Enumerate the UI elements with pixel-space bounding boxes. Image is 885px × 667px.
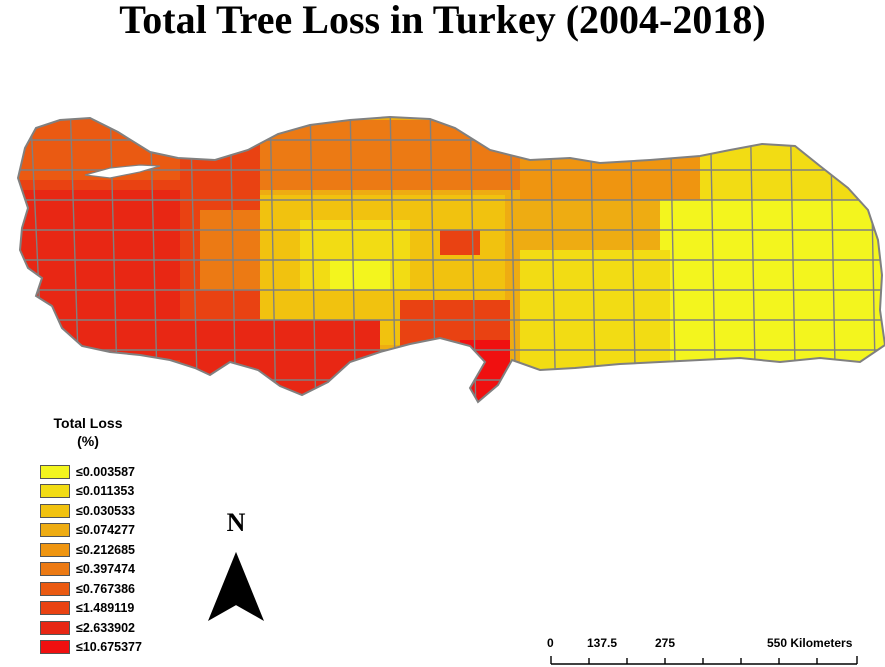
map-title: Total Tree Loss in Turkey (2004-2018) [119,0,766,42]
legend-title-line1: Total Loss [53,415,123,431]
country-outline [16,115,885,404]
legend-item: ≤2.633902 [40,618,142,638]
legend-item: ≤0.212685 [40,540,142,560]
legend-swatch [40,601,70,616]
legend-items: ≤0.003587 ≤0.011353 ≤0.030533 ≤0.074277 ≤0.2… [40,462,142,657]
legend-item: ≤0.003587 [40,462,142,482]
legend-label: ≤1.489119 [76,601,135,616]
legend-label: ≤0.074277 [76,523,135,538]
legend-title-line2: (%) [77,433,99,449]
scale-bar-ruler [550,656,858,665]
legend-swatch [40,640,70,655]
north-label: N [226,508,246,537]
legend-item: ≤0.074277 [40,521,142,541]
legend-label: ≤0.011353 [76,484,135,499]
scale-bar: 0 137.5 275 550 Kilometers [545,636,875,666]
legend-swatch [40,464,70,479]
region-south [180,320,380,402]
legend-swatch [40,620,70,635]
turkey-choropleth-map [16,115,885,404]
legend-item: ≤0.011353 [40,482,142,502]
legend-swatch [40,562,70,577]
region-central-red-spot [440,230,480,255]
legend-swatch [40,542,70,557]
legend-label: ≤0.767386 [76,581,135,596]
legend-label: ≤0.003587 [76,464,135,479]
legend-swatch [40,503,70,518]
legend-label: ≤0.030533 [76,503,135,518]
scale-label-275: 275 [655,636,676,650]
map-legend: Total Loss (%) ≤0.003587 ≤0.011353 ≤0.0305… [40,414,142,657]
legend-item: ≤10.675377 [40,638,142,658]
scale-label-550: 550 Kilometers [767,636,853,650]
legend-swatch [40,581,70,596]
legend-label: ≤2.633902 [76,620,135,635]
legend-label: ≤0.212685 [76,542,135,557]
north-arrow-icon [208,551,264,621]
scale-label-0: 0 [547,636,554,650]
legend-item: ≤0.397474 [40,560,142,580]
sea-of-marmara [84,164,161,179]
legend-label: ≤0.397474 [76,562,135,577]
region-central-core [330,260,390,290]
legend-swatch [40,523,70,538]
legend-item: ≤1.489119 [40,599,142,619]
region-west-central [200,210,260,290]
north-arrow: N [205,510,267,631]
region-east [660,200,885,370]
scale-label-137-5: 137.5 [587,636,618,650]
legend-swatch [40,484,70,499]
legend-item: ≤0.030533 [40,501,142,521]
legend-item: ≤0.767386 [40,579,142,599]
legend-label: ≤10.675377 [76,640,142,655]
